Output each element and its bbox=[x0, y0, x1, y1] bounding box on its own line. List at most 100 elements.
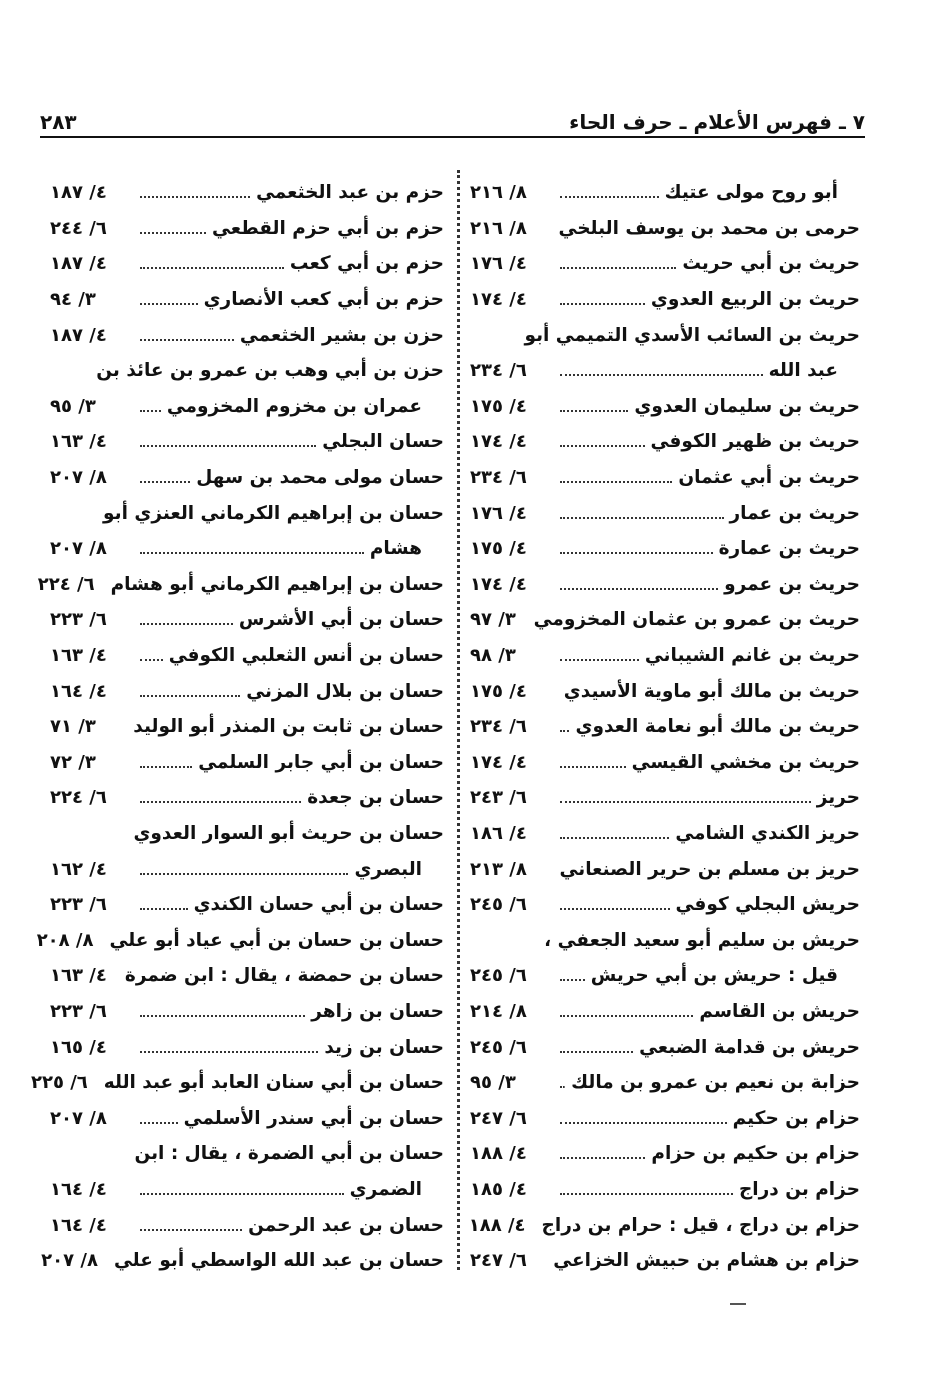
index-entry: حزم بن أبي حزم القطعي ٦/ ٢٤٤ bbox=[50, 211, 444, 247]
entry-name: حرمى بن محمد بن يوسف البلخي bbox=[558, 217, 861, 239]
page-reference: ٦/ ٢٢٣ bbox=[50, 609, 107, 631]
page-reference: ٤/ ١٦٤ bbox=[50, 680, 107, 702]
index-entry: هشام ٨/ ٢٠٧ bbox=[50, 531, 444, 567]
section-title: ٧ ـ فهرس الأعلام ـ حرف الحاء bbox=[569, 110, 865, 134]
page-reference: ٣/ ٩٤ bbox=[50, 289, 96, 311]
dot-leader bbox=[140, 658, 163, 662]
entry-name: حريث بن الربيع العدوي bbox=[650, 289, 860, 311]
page-reference: ٤/ ١٧٥ bbox=[470, 395, 527, 417]
page-reference: ٦/ ٢٤٤ bbox=[50, 217, 107, 239]
index-entry: حسان بن حريث أبو السوار العدوي bbox=[50, 816, 444, 852]
index-entry: حريث بن أبي حريث ٤/ ١٧٦ bbox=[470, 246, 860, 282]
dot-leader bbox=[140, 1050, 319, 1053]
entry-name: حسان بن عبد الله الواسطي أبو علي bbox=[113, 1250, 444, 1272]
index-entry: حريث بن مخشي القيسي ٤/ ١٧٤ bbox=[470, 745, 860, 781]
dot-leader bbox=[140, 1192, 344, 1195]
entry-name: حسان مولى محمد بن سهل bbox=[196, 467, 444, 489]
entry-name: حزام بن دراج ، قيل : حرام بن دراج bbox=[541, 1214, 860, 1236]
page-reference: ٤/ ١٧٥ bbox=[470, 538, 527, 560]
index-entry: حسان بن أبي سنان العابد أبو عبد الله ٦/ ٢… bbox=[31, 1065, 444, 1101]
index-entry: حريث بن عمارة ٤/ ١٧٥ bbox=[470, 531, 860, 567]
entry-name: حسان بن بلال المزني bbox=[246, 680, 444, 702]
entry-name: حسان بن حمضة ، يقال : ابن ضمرة bbox=[124, 965, 444, 987]
index-entry: حسان بن أبي سندر الأسلمي ٨/ ٢٠٧ bbox=[50, 1100, 444, 1136]
page-reference: ٤/ ١٧٤ bbox=[470, 289, 527, 311]
dot-leader bbox=[140, 800, 302, 804]
page-reference: ٦/ ٢٤٧ bbox=[470, 1107, 527, 1129]
index-entry: حرمى بن محمد بن يوسف البلخي ٨/ ٢١٦ bbox=[470, 211, 860, 247]
dot-leader bbox=[140, 907, 188, 911]
index-entry: حريث بن الربيع العدوي ٤/ ١٧٤ bbox=[470, 282, 860, 318]
page-reference: ٨/ ٢١٣ bbox=[470, 858, 527, 880]
dot-leader bbox=[560, 658, 639, 662]
dot-leader bbox=[140, 444, 317, 448]
index-entry: حريث بن أبي عثمان ٦/ ٢٣٤ bbox=[470, 460, 860, 496]
entry-name: الضمري bbox=[349, 1178, 422, 1200]
header-rule bbox=[40, 136, 865, 138]
dot-leader bbox=[140, 195, 251, 199]
dot-leader bbox=[140, 231, 207, 234]
index-entry: قيل : حريش بن أبي حريش ٦/ ٢٤٥ bbox=[470, 958, 860, 994]
entry-name: حسان بن أبي جابر السلمي bbox=[198, 751, 444, 773]
dot-leader bbox=[560, 409, 629, 412]
index-entry: حسان بن أبي الضمرة ، يقال : ابن bbox=[50, 1136, 444, 1172]
entry-name: حسان بن حريث أبو السوار العدوي bbox=[133, 822, 444, 844]
dot-leader bbox=[560, 587, 719, 590]
index-entry: حزابة بن نعيم بن عمرو بن مالك ٣/ ٩٥ bbox=[470, 1065, 860, 1101]
running-header: ٧ ـ فهرس الأعلام ـ حرف الحاء ٢٨٣ bbox=[40, 100, 865, 134]
page-reference: ٨/ ٢٠٧ bbox=[50, 1107, 107, 1129]
index-entry: البصري ٤/ ١٦٢ bbox=[50, 851, 444, 887]
index-entry: حزام بن دراج ٤/ ١٨٥ bbox=[470, 1172, 860, 1208]
entry-name: حسان بن إبراهيم الكرماني أبو هشام bbox=[110, 573, 444, 595]
entry-name: حزام بن حكيم bbox=[732, 1107, 860, 1129]
index-entry: حسان بن جعدة ٦/ ٢٢٤ bbox=[50, 780, 444, 816]
entry-name: حريث بن عمارة bbox=[718, 538, 860, 560]
dot-leader bbox=[140, 551, 364, 555]
page-reference: ٨/ ٢١٦ bbox=[470, 182, 527, 204]
index-entry: حزام بن حكيم ٦/ ٢٤٧ bbox=[470, 1100, 860, 1136]
entry-name: حريث بن ظهير الكوفي bbox=[650, 431, 860, 453]
page-reference: ٤/ ١٨٧ bbox=[50, 182, 107, 204]
left-column: حزم بن عبد الخثعمي ٤/ ١٨٧ حزم بن أبي حزم ا… bbox=[31, 175, 444, 1278]
dot-leader bbox=[560, 195, 659, 199]
entry-name: حريز bbox=[816, 787, 860, 809]
index-entry: حسان بن حسان بن أبي عياد أبو علي ٨/ ٢٠٨ bbox=[37, 922, 444, 958]
entry-name: حزم بن أبي كعب الأنصاري bbox=[203, 289, 444, 311]
right-column: أبو روح مولى عتيك ٨/ ٢١٦ حرمى بن محمد بن ي… bbox=[469, 175, 860, 1278]
dot-leader bbox=[140, 480, 191, 484]
entry-name: حسان بن أبي سنان العابد أبو عبد الله bbox=[103, 1072, 444, 1094]
entry-name: حريث بن عمرو bbox=[724, 573, 860, 595]
dot-leader bbox=[140, 338, 234, 341]
page-reference: ٦/ ٢٤٥ bbox=[470, 894, 527, 916]
index-entry: حريث بن سليمان العدوي ٤/ ١٧٥ bbox=[470, 389, 860, 425]
entry-name: حسان بن أبي سندر الأسلمي bbox=[183, 1107, 444, 1129]
index-entry: حسان بن إبراهيم الكرماني العنزي أبو bbox=[50, 495, 444, 531]
page-reference: ٤/ ١٧٦ bbox=[470, 502, 527, 524]
index-entry: عبد الله ٦/ ٢٣٤ bbox=[470, 353, 860, 389]
page-reference: ٤/ ١٦٣ bbox=[50, 965, 107, 987]
index-entry: حريث بن عمرو ٤/ ١٧٤ bbox=[470, 567, 860, 603]
index-entry: حسان بن أبي جابر السلمي ٣/ ٧٢ bbox=[50, 745, 444, 781]
entry-name: حريث بن أبي عثمان bbox=[678, 467, 860, 489]
index-entry: حزم بن أبي كعب ٤/ ١٨٧ bbox=[50, 246, 444, 282]
entry-name: حريش البجلي كوفي bbox=[675, 894, 860, 916]
index-entry: حسان بن إبراهيم الكرماني أبو هشام ٦/ ٢٢٤ bbox=[38, 567, 444, 603]
index-entry: حريث بن السائب الأسدي التميمي أبو bbox=[470, 317, 860, 353]
index-entry: حريث بن غانم الشيباني ٣/ ٩٨ bbox=[470, 638, 860, 674]
index-entry: حريز ٦/ ٢٤٣ bbox=[470, 780, 860, 816]
dot-leader bbox=[560, 444, 645, 448]
page-reference: ٨/ ٢٠٨ bbox=[36, 929, 94, 951]
entry-name: هشام bbox=[369, 538, 422, 560]
index-entry: حسان مولى محمد بن سهل ٨/ ٢٠٧ bbox=[50, 460, 444, 496]
entry-name: حريز بن مسلم بن حرير الصنعاني bbox=[559, 858, 860, 880]
entry-name: حسان بن جعدة bbox=[307, 787, 444, 809]
page-reference: ٦/ ٢٢٣ bbox=[50, 1000, 107, 1022]
page-mark bbox=[730, 1303, 746, 1305]
dot-leader bbox=[140, 1228, 243, 1231]
dot-leader bbox=[560, 266, 677, 270]
page-number: ٢٨٣ bbox=[40, 110, 77, 134]
entry-name: حريش بن القاسم bbox=[699, 1000, 860, 1022]
entry-name: عمران بن مخزوم المخزومي bbox=[166, 395, 422, 417]
entry-name: حسان بن أنس الثعلبي الكوفي bbox=[168, 645, 444, 667]
dot-leader bbox=[140, 1121, 178, 1124]
